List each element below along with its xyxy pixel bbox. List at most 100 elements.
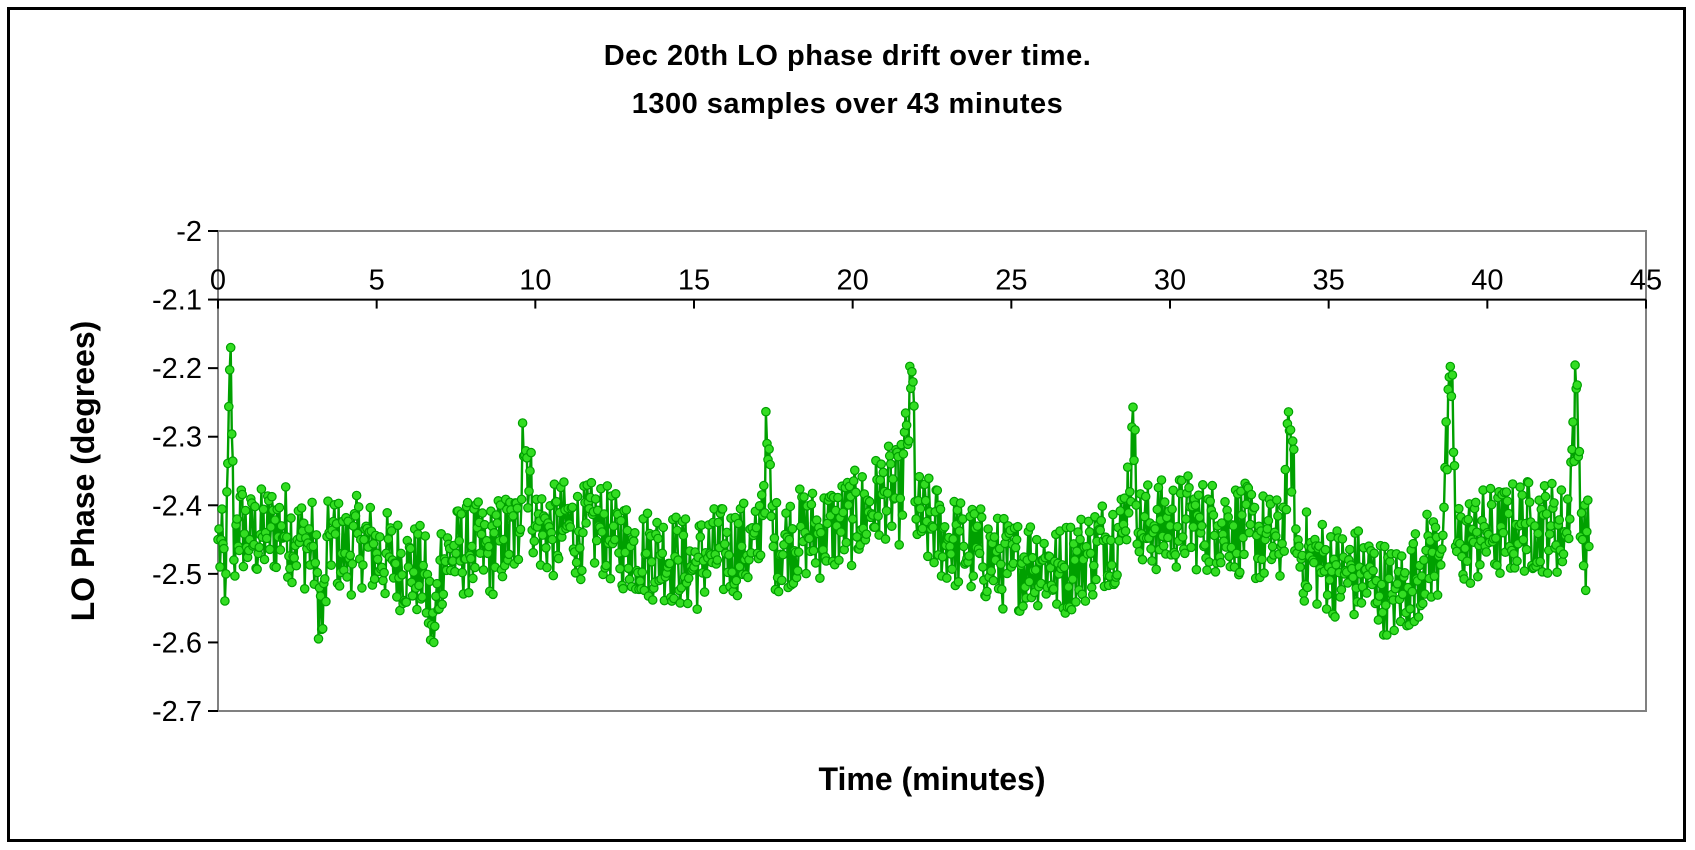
data-point <box>1190 500 1201 510</box>
data-point <box>271 562 281 573</box>
data-point <box>1429 571 1440 581</box>
data-point <box>914 471 925 482</box>
data-point <box>815 573 825 583</box>
data-point <box>224 364 235 375</box>
data-point <box>1321 604 1332 614</box>
data-point <box>275 545 286 555</box>
data-point <box>526 447 536 458</box>
data-point <box>701 568 712 579</box>
data-point <box>1345 544 1355 555</box>
y-tick-label: -2.4 <box>152 490 202 522</box>
data-point <box>414 580 424 591</box>
data-point <box>1430 522 1441 533</box>
data-point <box>542 562 552 573</box>
data-point <box>528 547 538 558</box>
data-point <box>1112 570 1122 580</box>
data-point <box>1180 548 1190 559</box>
data-point <box>1018 601 1028 611</box>
data-point <box>1059 562 1069 573</box>
data-point <box>1349 609 1359 620</box>
data-point <box>1075 534 1085 545</box>
data-point <box>1188 522 1199 532</box>
data-point <box>586 477 597 488</box>
data-point <box>764 444 774 454</box>
data-point <box>298 518 309 528</box>
data-point <box>1438 530 1448 541</box>
data-point <box>1320 544 1331 555</box>
data-point <box>420 531 431 541</box>
data-point <box>1368 565 1378 576</box>
data-point <box>347 559 358 569</box>
data-point <box>224 401 234 412</box>
data-point <box>237 489 248 500</box>
data-point <box>756 490 767 500</box>
data-point <box>1091 574 1101 585</box>
data-point <box>382 507 392 518</box>
data-point <box>1381 600 1391 610</box>
data-point <box>966 581 976 592</box>
data-point <box>1470 497 1481 508</box>
data-point <box>1123 507 1134 518</box>
data-point <box>995 559 1006 570</box>
data-point <box>1460 543 1470 554</box>
data-point <box>599 509 609 519</box>
data-point <box>911 514 921 524</box>
data-point <box>776 575 787 586</box>
data-point <box>733 518 744 529</box>
data-point <box>1167 504 1177 514</box>
data-point <box>312 567 323 578</box>
data-point <box>669 593 679 604</box>
data-point <box>488 589 498 600</box>
data-point <box>462 497 473 508</box>
x-tick-label: 5 <box>369 265 385 297</box>
data-point <box>267 491 277 502</box>
data-point <box>898 449 909 459</box>
data-point <box>861 529 872 539</box>
data-point <box>559 477 569 487</box>
data-point <box>330 529 341 539</box>
data-point <box>1159 497 1170 507</box>
data-point <box>999 513 1009 524</box>
data-point <box>1544 529 1555 539</box>
data-point <box>886 521 897 531</box>
data-point <box>232 514 242 524</box>
data-point <box>975 504 986 514</box>
data-point <box>524 486 534 496</box>
data-point <box>876 459 886 469</box>
data-point <box>719 539 730 549</box>
data-point <box>766 511 776 522</box>
data-point <box>1177 532 1188 542</box>
data-point <box>1063 582 1074 592</box>
data-point <box>1549 498 1559 508</box>
data-point <box>894 539 904 550</box>
data-point <box>1106 535 1116 546</box>
data-point <box>215 562 225 572</box>
data-point <box>1295 562 1305 572</box>
data-point <box>1200 540 1210 550</box>
data-point <box>465 553 476 564</box>
data-point <box>1419 555 1429 565</box>
data-point <box>1072 546 1082 556</box>
x-tick-label: 10 <box>519 265 551 297</box>
data-point <box>771 497 782 508</box>
data-point <box>834 555 844 565</box>
data-point <box>652 517 662 528</box>
data-point <box>870 522 880 532</box>
data-point <box>907 366 917 377</box>
data-point <box>261 533 272 544</box>
data-point <box>1447 370 1458 380</box>
data-point <box>713 517 724 528</box>
data-point <box>1374 591 1385 601</box>
data-point <box>401 597 412 607</box>
data-point <box>1492 560 1502 570</box>
data-point <box>923 473 934 484</box>
x-tick-label: 15 <box>678 265 710 297</box>
data-point <box>785 501 796 512</box>
data-point <box>988 575 999 586</box>
data-point <box>768 541 779 552</box>
data-point <box>903 435 914 446</box>
data-point <box>755 550 766 560</box>
data-point <box>1533 528 1543 539</box>
data-point <box>491 510 501 520</box>
data-point <box>1223 512 1233 522</box>
